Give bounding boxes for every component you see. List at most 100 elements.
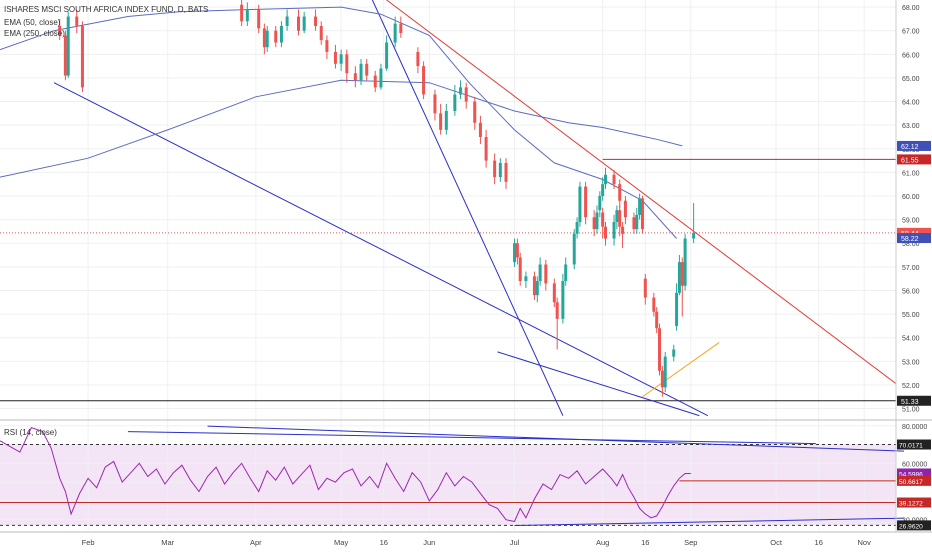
candle-body	[592, 217, 596, 230]
price-tick-label: 59.00	[902, 218, 920, 225]
candle-body	[279, 25, 283, 43]
rsi-label: 50.6617	[899, 479, 923, 486]
candles-layer	[58, 0, 696, 397]
rsi-label-box	[897, 475, 931, 486]
candle-body	[655, 311, 659, 329]
channel-inner	[371, 0, 564, 416]
candle-body	[245, 9, 249, 22]
candle-body	[296, 16, 300, 31]
price-tick-label: 52.00	[902, 383, 920, 390]
candle-body	[314, 16, 318, 26]
candle-body	[498, 162, 502, 178]
price-tick-label: 60.00	[902, 194, 920, 201]
time-tick-label: Aug	[596, 538, 609, 547]
price-label-box	[897, 140, 931, 151]
candle-body	[353, 73, 357, 81]
candle-body	[433, 94, 437, 114]
price-tick-label: 68.00	[902, 5, 920, 12]
candle-body	[365, 63, 369, 76]
price-label: 61.55	[901, 157, 919, 164]
candle-body	[677, 262, 681, 293]
candle-body	[595, 212, 599, 230]
candle-body	[555, 302, 559, 319]
rsi-label-box	[897, 439, 931, 450]
ema50-line	[0, 6, 677, 239]
candle-body	[643, 278, 647, 298]
drawing-layer	[0, 0, 905, 526]
candle-body	[572, 233, 576, 265]
ema50-legend: EMA (50, close)	[4, 18, 61, 27]
candle-body	[75, 16, 79, 26]
candle-body	[257, 9, 261, 29]
candle-body	[373, 75, 377, 88]
red-trend	[386, 0, 897, 385]
rsi-trend-top-1	[127, 431, 816, 445]
candle-body	[584, 186, 588, 218]
candle-body	[640, 198, 644, 230]
candle-body	[439, 113, 443, 130]
time-tick-label: Oct	[770, 538, 783, 547]
candle-body	[285, 16, 289, 26]
rsi-label: 39.1272	[899, 501, 923, 508]
candle-body	[333, 51, 337, 64]
candle-body	[638, 198, 642, 215]
price-tick-label: 61.00	[902, 170, 920, 177]
candle-body	[575, 221, 579, 234]
candle-body	[385, 42, 389, 69]
price-tick-label: 51.00	[902, 407, 920, 414]
candle-body	[473, 101, 477, 123]
candle-body	[601, 184, 605, 197]
candle-body	[265, 30, 269, 48]
candle-body	[493, 160, 497, 178]
price-tick-label: 64.00	[902, 100, 920, 107]
price-label: 51.33	[901, 399, 919, 406]
candle-body	[325, 40, 329, 52]
rsi-band	[0, 444, 896, 526]
time-tick-label: Jul	[510, 538, 520, 547]
rsi-label: 70.0171	[899, 443, 923, 450]
orange-trend	[642, 342, 720, 398]
candle-body	[604, 226, 608, 239]
candle-body	[532, 276, 536, 296]
candle-body	[359, 63, 363, 81]
candle-body	[604, 174, 608, 185]
candle-body	[515, 243, 519, 258]
rsi-label: 26.9620	[899, 523, 923, 530]
candle-body	[484, 136, 488, 161]
rsi-legend: RSI (14, close)	[4, 428, 57, 437]
ema250-line	[0, 79, 683, 178]
candle-body	[444, 110, 448, 130]
candle-body	[538, 264, 542, 282]
price-tick-label: 56.00	[902, 288, 920, 295]
grid-layer	[0, 0, 896, 530]
price-label-box	[897, 154, 931, 165]
candle-body	[544, 264, 548, 284]
price-tick-label: 53.00	[902, 359, 920, 366]
candle-body	[524, 276, 528, 282]
price-tick-label: 65.00	[902, 76, 920, 83]
rsi-trend-bottom	[514, 517, 905, 526]
price-tick-label: 57.00	[902, 265, 920, 272]
price-label: 62.12	[901, 144, 919, 151]
price-label-box	[897, 395, 931, 406]
time-tick-label: 16	[815, 538, 823, 547]
candle-body	[552, 283, 556, 303]
candle-body	[518, 257, 522, 282]
candle-body	[262, 28, 266, 48]
candle-body	[274, 30, 278, 43]
price-label-box	[897, 233, 931, 244]
time-tick-label: 16	[380, 538, 388, 547]
candle-body	[652, 297, 656, 312]
candle-body	[63, 35, 67, 76]
candle-body	[658, 328, 662, 371]
candle-body	[635, 214, 639, 230]
time-tick-label: Mar	[161, 538, 174, 547]
price-tick-label: 58.00	[902, 241, 920, 248]
candle-body	[66, 16, 70, 76]
candle-body	[632, 217, 636, 230]
candle-body	[660, 370, 664, 388]
candle-body	[612, 221, 616, 239]
